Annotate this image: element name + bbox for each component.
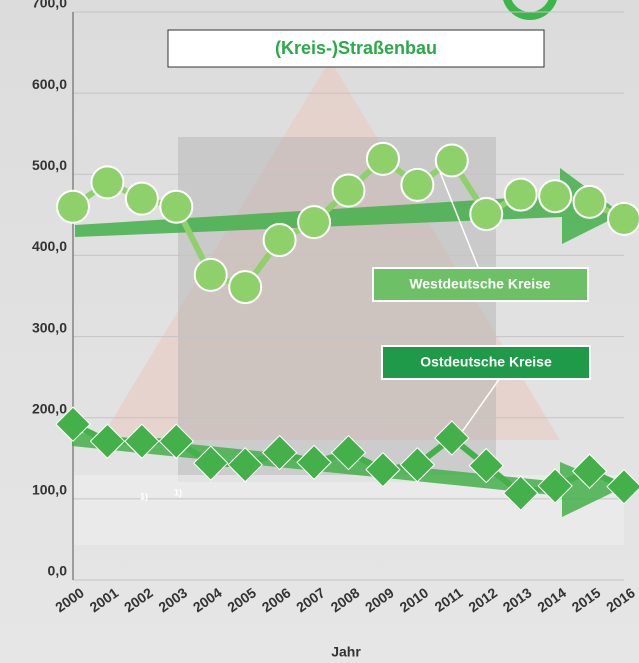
chart: (Kreis-)Straßenbau Westdeutsche Kreise O…: [0, 0, 639, 663]
legend-label: Ostdeutsche Kreise: [420, 354, 552, 370]
data-point: [160, 191, 192, 223]
page: (Kreis-)Straßenbau Westdeutsche Kreise O…: [0, 0, 639, 663]
data-point: [57, 191, 89, 223]
data-point: [505, 179, 537, 211]
y-tick-label: 700,0: [32, 0, 67, 11]
footnote: 1): [140, 491, 148, 501]
data-point: [539, 180, 571, 212]
y-tick-label: 500,0: [32, 157, 67, 173]
data-point: [298, 206, 330, 238]
y-tick-label: 100,0: [32, 482, 67, 498]
data-point: [367, 143, 399, 175]
data-point: [91, 166, 123, 198]
x-axis-title: Jahr: [331, 644, 361, 660]
data-point: [333, 175, 365, 207]
data-point: [195, 259, 227, 291]
data-point: [229, 271, 261, 303]
y-tick-label: 0,0: [48, 563, 68, 579]
data-point: [608, 203, 639, 235]
data-point: [126, 183, 158, 215]
data-point: [470, 198, 502, 230]
data-point: [264, 224, 296, 256]
y-tick-label: 300,0: [32, 319, 67, 335]
data-point: [574, 186, 606, 218]
y-tick-label: 400,0: [32, 238, 67, 254]
data-point: [401, 169, 433, 201]
y-tick-label: 200,0: [32, 400, 67, 416]
legend-label: Westdeutsche Kreise: [409, 276, 551, 292]
chart-title: (Kreis-)Straßenbau: [275, 38, 437, 58]
footnote: 1): [174, 487, 182, 497]
data-point: [436, 144, 468, 176]
y-tick-label: 600,0: [32, 76, 67, 92]
